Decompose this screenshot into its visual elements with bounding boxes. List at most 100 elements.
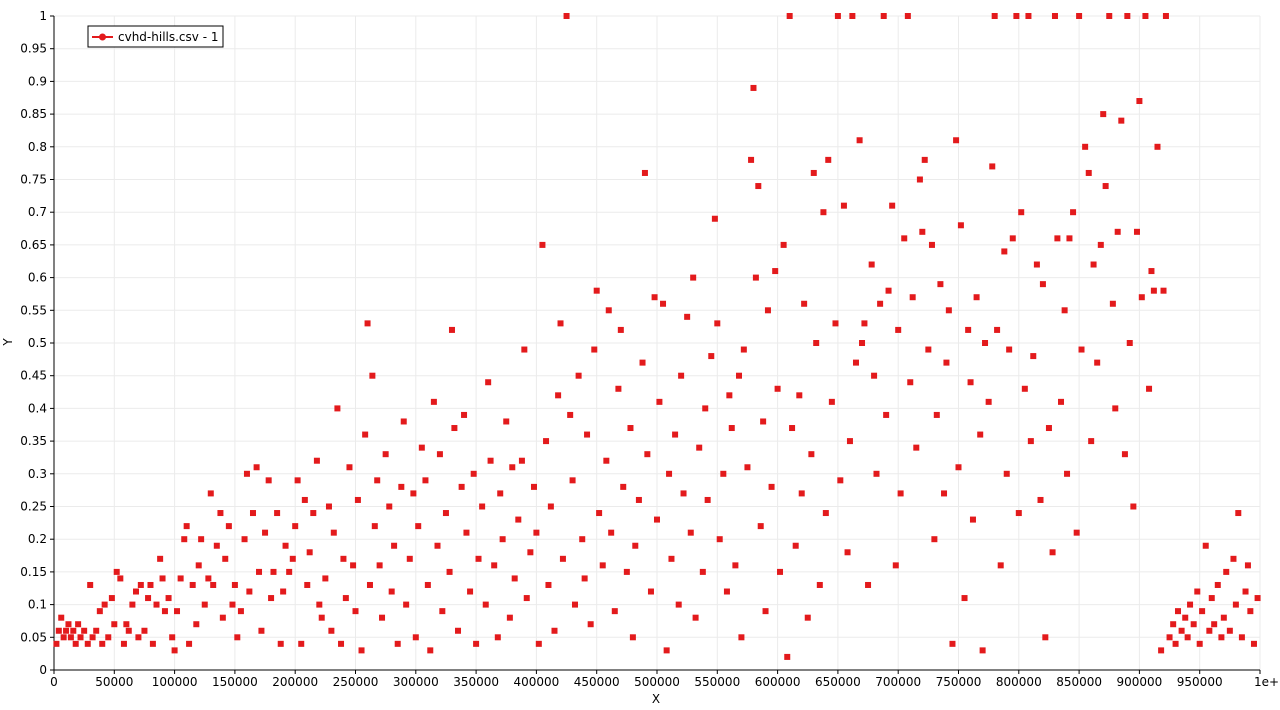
data-point [928,241,935,248]
data-point [551,627,558,634]
data-point [412,634,419,641]
data-point [953,137,960,144]
data-points [53,13,1261,660]
data-point [1045,425,1052,432]
data-point [692,614,699,621]
data-point [225,523,232,530]
data-point [473,640,480,647]
y-tick-label: 0.55 [20,303,47,317]
data-point [418,444,425,451]
data-point [539,241,546,248]
y-tick-label: 0.15 [20,565,47,579]
data-point [825,156,832,163]
data-point [55,627,62,634]
data-point [967,379,974,386]
data-point [217,510,224,517]
data-point [265,477,272,484]
data-point [494,634,501,641]
data-point [563,13,570,19]
data-point [750,84,757,91]
data-point [410,490,417,497]
data-point [451,425,458,432]
data-point [752,274,759,281]
data-point [1102,183,1109,190]
data-point [901,235,908,242]
data-point [515,516,522,523]
data-point [1158,647,1165,654]
data-point [386,503,393,510]
data-point [1254,595,1261,602]
data-point [1232,601,1239,608]
data-point [301,496,308,503]
data-point [816,581,823,588]
data-point [599,562,606,569]
data-point [801,300,808,307]
data-point [941,490,948,497]
data-point [856,137,863,144]
data-point [909,294,916,301]
data-point [943,359,950,366]
data-point [358,647,365,654]
data-point [129,601,136,608]
data-point [1247,608,1254,615]
data-point [1142,13,1149,19]
data-point [575,372,582,379]
data-point [1238,634,1245,641]
data-point [241,536,248,543]
data-point [569,477,576,484]
x-axis-title: X [652,692,660,706]
data-point [70,627,77,634]
data-point [292,523,299,530]
data-point [1170,621,1177,628]
data-point [777,568,784,575]
data-point [330,529,337,536]
legend-box [87,25,224,48]
data-point [346,464,353,471]
data-point [907,379,914,386]
data-point [1226,627,1233,634]
y-tick-label: 0.35 [20,434,47,448]
data-point [728,425,735,432]
data-point [193,621,200,628]
data-point [849,13,856,19]
data-point [87,581,94,588]
data-point [181,536,188,543]
data-point [58,614,65,621]
data-point [798,490,805,497]
data-point [991,13,998,19]
data-point [768,483,775,490]
data-point [243,470,250,477]
y-tick-label: 0.75 [20,173,47,187]
x-tick-label: 800000 [996,675,1042,689]
data-point [840,202,847,209]
x-tick-label: 450000 [574,675,620,689]
data-point [820,209,827,216]
data-point [892,562,899,569]
data-point [1174,608,1181,615]
data-point [369,372,376,379]
data-point [1100,111,1107,118]
data-point [672,431,679,438]
x-tick-label: 350000 [453,675,499,689]
data-point [1042,634,1049,641]
data-point [189,581,196,588]
data-point [1088,438,1095,445]
data-point [1085,169,1092,176]
data-point [804,614,811,621]
data-point [567,411,574,418]
data-point [342,595,349,602]
data-point [702,405,709,412]
data-point [720,470,727,477]
data-point [487,457,494,464]
data-point [973,294,980,301]
data-point [147,581,154,588]
data-point [455,627,462,634]
data-point [757,523,764,530]
data-point [530,483,537,490]
data-point [145,595,152,602]
data-point [1003,470,1010,477]
x-tick-label: 600000 [755,675,801,689]
data-point [298,640,305,647]
x-tick-label: 750000 [936,675,982,689]
data-point [608,529,615,536]
